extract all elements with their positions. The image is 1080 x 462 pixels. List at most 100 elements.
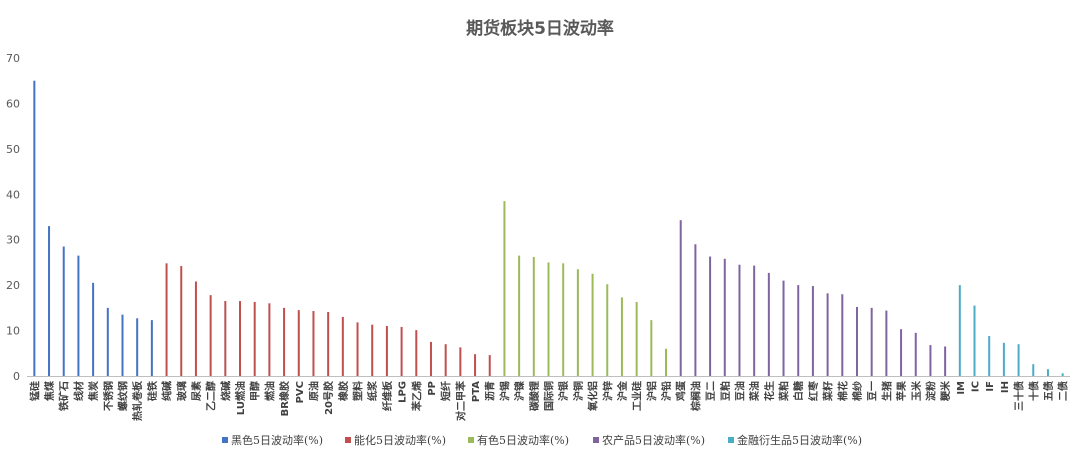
x-tick-label-二债: 二债 (1057, 381, 1070, 401)
bar-淀粉 (929, 345, 932, 376)
bar-IH (1002, 342, 1005, 376)
x-tick-label-线材: 线材 (72, 381, 85, 401)
bar-豆一 (870, 307, 873, 376)
bar-菜粕 (782, 280, 785, 376)
x-tick-label-烧碱: 烧碱 (219, 381, 232, 401)
x-tick-label-沪镍: 沪镍 (513, 381, 526, 401)
x-tick-label-沪铝: 沪铝 (645, 381, 658, 401)
y-tick-label-10: 10 (6, 325, 20, 338)
x-tick-label-IH: IH (1000, 381, 1011, 393)
x-tick-label-LU燃油: LU燃油 (234, 381, 247, 415)
x-tick-label-IC: IC (971, 381, 982, 392)
bar-沪锡 (503, 201, 506, 376)
x-tick-label-PVC: PVC (295, 381, 306, 403)
y-tick-label-0: 0 (13, 370, 20, 383)
bar-尿素 (194, 281, 197, 376)
x-tick-label-五债: 五债 (1042, 381, 1055, 401)
x-tick-label-不锈钢: 不锈钢 (102, 381, 115, 411)
x-tick-label-铁矿石: 铁矿石 (58, 381, 71, 411)
bar-沪铅 (665, 348, 668, 376)
x-tick-label-乙二醇: 乙二醇 (205, 381, 218, 411)
chart-title: 期货板块5日波动率 (466, 19, 614, 39)
x-tick-label-纸浆: 纸浆 (366, 380, 379, 401)
x-tick-label-菜籽: 菜籽 (822, 381, 835, 402)
x-tick-label-塑料: 塑料 (352, 381, 365, 401)
legend-swatch-0 (222, 437, 228, 443)
bar-纤维板 (385, 326, 388, 376)
x-tick-label-苯乙烯: 苯乙烯 (410, 381, 423, 412)
bar-五债 (1046, 369, 1049, 376)
bar-对二甲苯 (459, 347, 462, 376)
bar-沪金 (620, 297, 623, 376)
bar-沪镍 (518, 255, 521, 376)
legend-swatch-3 (593, 437, 599, 443)
bar-豆油 (738, 264, 741, 376)
bar-原油 (312, 311, 315, 376)
bar-沪铝 (650, 320, 653, 376)
x-tick-label-粳米: 粳米 (939, 380, 952, 402)
x-tick-label-BR橡胶: BR橡胶 (278, 381, 291, 416)
x-tick-label-PP: PP (427, 381, 438, 396)
legend: 黑色5日波动率(%) 能化5日波动率(%) 有色5日波动率(%) 农产品5日波动率(%… (222, 433, 862, 447)
bar-纸浆 (371, 324, 374, 376)
x-tick-label-玉米: 玉米 (910, 380, 923, 401)
x-tick-label-IM: IM (956, 381, 967, 395)
bar-热轧卷板 (136, 318, 139, 376)
x-tick-label-苹果: 苹果 (895, 380, 908, 401)
bar-甲醇 (253, 301, 256, 376)
bar-BR橡胶 (283, 307, 286, 376)
x-axis: 锰硅 焦煤 铁矿石 线材 焦炭 不锈钢 螺纹钢 热轧卷板 硅铁 纯碱 玻璃 尿素 乙二醇 烧碱 LU燃油 甲醇… (28, 380, 1069, 421)
x-tick-label-硅铁: 硅铁 (146, 381, 159, 401)
x-tick-label-沥青: 沥青 (484, 381, 497, 401)
y-tick-label-60: 60 (6, 97, 20, 110)
x-tick-label-橡胶: 橡胶 (337, 381, 350, 401)
x-tick-label-甲醇: 甲醇 (249, 381, 262, 401)
bar-沪锌 (606, 284, 609, 376)
x-tick-label-原油: 原油 (307, 381, 320, 401)
legend-label-4: 金融衍生品5日波动率(%) (737, 433, 862, 447)
x-tick-label-LPG: LPG (398, 381, 409, 403)
x-tick-label-菜粕: 菜粕 (778, 381, 791, 402)
x-tick-label-豆二: 豆二 (705, 381, 717, 401)
y-tick-label-40: 40 (6, 188, 20, 201)
bar-焦炭 (92, 282, 95, 376)
x-tick-label-豆油: 豆油 (733, 381, 746, 401)
legend-label-0: 黑色5日波动率(%) (231, 433, 323, 447)
bar-铁矿石 (62, 246, 65, 376)
x-tick-label-淀粉: 淀粉 (924, 381, 937, 401)
x-tick-label-对二甲苯: 对二甲苯 (454, 380, 467, 421)
y-tick-label-30: 30 (6, 234, 20, 247)
bar-国际铜 (547, 262, 550, 376)
legend-label-3: 农产品5日波动率(%) (602, 433, 705, 447)
bar-棕榈油 (694, 244, 697, 376)
x-tick-label-三十债: 三十债 (1013, 381, 1026, 411)
legend-swatch-2 (468, 437, 474, 443)
bar-PVC (297, 310, 300, 376)
x-tick-label-沪金: 沪金 (616, 380, 629, 401)
bar-焦煤 (48, 226, 51, 376)
bar-塑料 (356, 322, 359, 376)
bar-螺纹钢 (121, 314, 124, 376)
bar-乙二醇 (209, 295, 212, 376)
x-tick-label-短纤: 短纤 (440, 381, 453, 401)
x-tick-label-生猪: 生猪 (880, 381, 893, 401)
bar-PTA (474, 354, 477, 376)
x-tick-label-燃油: 燃油 (263, 381, 276, 401)
bar-三十债 (1017, 344, 1020, 376)
bar-线材 (77, 255, 80, 376)
bar-沥青 (488, 355, 491, 376)
bar-苯乙烯 (415, 330, 418, 376)
x-tick-label-玻璃: 玻璃 (175, 381, 188, 401)
x-tick-label-菜油: 菜油 (748, 381, 761, 402)
legend-swatch-4 (728, 437, 734, 443)
x-tick-label-PTA: PTA (471, 381, 482, 402)
bar-PP (429, 341, 432, 376)
bar-鸡蛋 (679, 220, 682, 376)
bar-十债 (1032, 364, 1035, 376)
x-tick-label-纯碱: 纯碱 (161, 381, 174, 401)
x-tick-label-工业硅: 工业硅 (631, 381, 644, 411)
x-tick-label-沪锡: 沪锡 (498, 381, 511, 401)
bar-棉纱 (855, 306, 858, 376)
bar-燃油 (268, 303, 271, 376)
